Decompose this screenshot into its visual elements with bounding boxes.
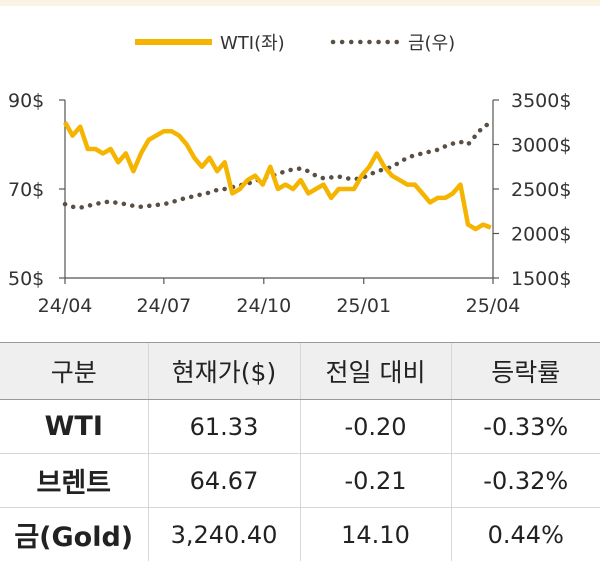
right-tick-label: 3500$: [511, 90, 571, 112]
price-table: 구분 현재가($) 전일 대비 등락률 WTI 61.33 -0.20 -0.3…: [0, 342, 600, 561]
row-change: -0.20: [299, 399, 451, 454]
x-tick-label: 25/01: [336, 295, 391, 317]
table-row: 브렌트 64.67 -0.21 -0.32%: [0, 453, 600, 508]
left-tick-label: 70$: [8, 179, 44, 201]
series-line-gold: [62, 120, 494, 210]
x-axis-ticks: 24/04 24/07 24/10 25/01 25/04: [38, 278, 521, 317]
legend-gold-label: 금(우): [408, 33, 455, 54]
header-change: 전일 대비: [299, 342, 451, 400]
right-tick-label: 1500$: [511, 268, 571, 290]
row-rate: 0.44%: [450, 507, 600, 561]
row-rate: -0.32%: [450, 453, 600, 508]
right-tick-label: 3000$: [511, 135, 571, 157]
row-change: 14.10: [299, 507, 451, 561]
chart: WTI(좌) 금(우) 90$ 70$ 50$ 3500$ 3000$ 2500$ 200…: [8, 33, 571, 317]
row-change: -0.21: [299, 453, 451, 508]
header-category: 구분: [0, 342, 148, 400]
x-tick-label: 25/04: [466, 295, 521, 317]
row-name: 금(Gold): [14, 522, 134, 553]
x-tick-label: 24/10: [236, 295, 291, 317]
row-name: WTI: [0, 399, 148, 454]
table-header-row: 구분 현재가($) 전일 대비 등락률: [0, 342, 600, 400]
x-tick-label: 24/07: [136, 295, 191, 317]
top-strip: [0, 0, 600, 6]
right-tick-label: 2500$: [511, 179, 571, 201]
legend: WTI(좌) 금(우): [135, 33, 455, 54]
legend-wti-label: WTI(좌): [220, 33, 285, 54]
header-rate: 등락률: [450, 342, 600, 400]
series-line-wti: [63, 121, 492, 232]
row-rate: -0.33%: [450, 399, 600, 454]
row-price: 61.33: [147, 399, 300, 454]
series-layer: [62, 120, 494, 232]
table-row: WTI 61.33 -0.20 -0.33%: [0, 399, 600, 454]
row-price: 64.67: [147, 453, 300, 508]
right-axis-ticks: 3500$ 3000$ 2500$ 2000$ 1500$: [493, 90, 571, 290]
left-tick-label: 90$: [8, 90, 44, 112]
row-price: 3,240.40: [147, 507, 300, 561]
row-name: 브렌트: [0, 453, 148, 508]
x-tick-label: 24/04: [38, 295, 93, 317]
left-tick-label: 50$: [8, 268, 44, 290]
header-price: 현재가($): [147, 342, 300, 400]
left-axis-ticks: 90$ 70$ 50$: [8, 90, 65, 290]
table-row: 금(Gold) 3,240.40 14.10 0.44%: [0, 507, 600, 561]
right-tick-label: 2000$: [511, 224, 571, 246]
